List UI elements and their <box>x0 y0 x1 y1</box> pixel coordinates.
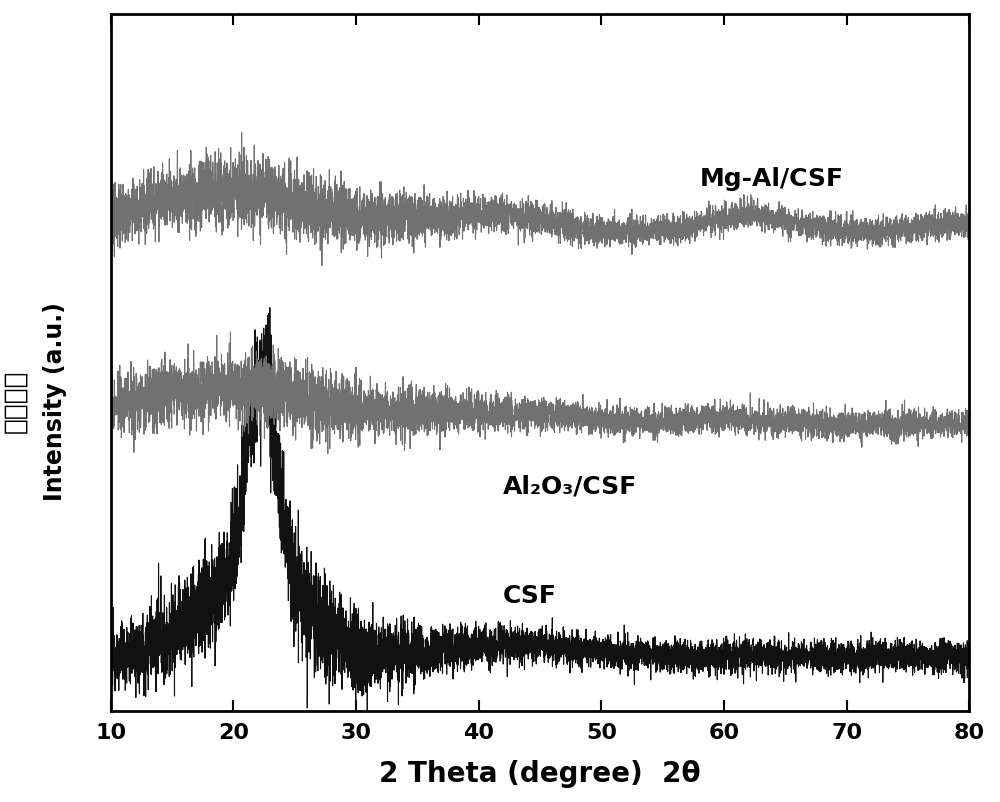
Text: 相对强度: 相对强度 <box>2 369 28 433</box>
Text: Intensity (a.u.): Intensity (a.u.) <box>43 302 67 500</box>
Text: Mg-Al/CSF: Mg-Al/CSF <box>700 167 844 191</box>
Text: Al₂O₃/CSF: Al₂O₃/CSF <box>503 474 637 498</box>
X-axis label: 2 Theta (degree)  2θ: 2 Theta (degree) 2θ <box>379 759 701 787</box>
Text: CSF: CSF <box>503 583 557 607</box>
